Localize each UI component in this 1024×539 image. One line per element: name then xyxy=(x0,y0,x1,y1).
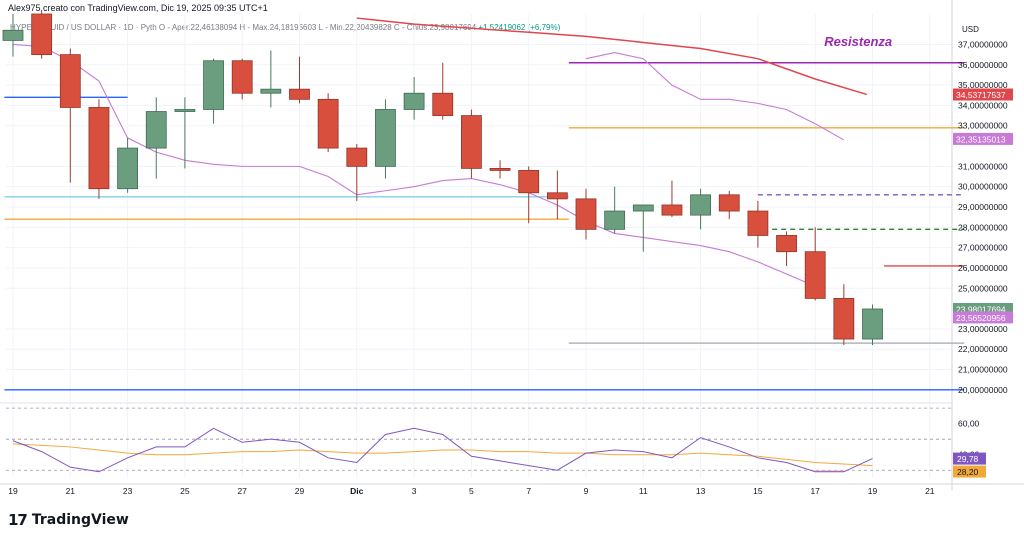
price-tag xyxy=(953,311,1013,324)
price-tag xyxy=(953,88,1013,101)
candle-bearish xyxy=(59,54,81,108)
price-tick-label: 20,00000000 xyxy=(958,385,1008,395)
price-tag-label: 23,56520956 xyxy=(956,313,1006,323)
candle-bullish xyxy=(260,88,282,94)
candle-bullish xyxy=(145,111,167,149)
candle-bearish xyxy=(546,192,568,200)
candle-bearish xyxy=(432,92,454,116)
rsi-line xyxy=(12,427,873,473)
candle-bearish xyxy=(289,88,310,100)
time-tick-label: 25 xyxy=(180,486,190,496)
price-tick-label: 25,00000000 xyxy=(958,283,1008,293)
price-tag xyxy=(953,132,1013,145)
price-tick-label: 22,00000000 xyxy=(958,344,1008,354)
price-tick-label: 21,00000000 xyxy=(958,365,1008,375)
candle-bearish xyxy=(31,13,53,56)
rsi-value-tag xyxy=(953,452,986,465)
time-tick-label: 7 xyxy=(526,486,531,496)
price-tick-label: 27,00000000 xyxy=(958,243,1008,253)
rsi-ma-line xyxy=(12,443,873,467)
time-tick-label: 5 xyxy=(469,486,474,496)
time-tick-label: 19 xyxy=(868,486,878,496)
candle-bearish xyxy=(460,115,482,169)
price-tag-label: 32,35135013 xyxy=(956,134,1006,144)
time-tick-label: 17 xyxy=(810,486,820,496)
price-tick-label: 23,00000000 xyxy=(958,324,1008,334)
candle-bearish xyxy=(575,198,597,230)
currency-label: USD xyxy=(962,25,979,34)
price-tag-label: 34,53717537 xyxy=(956,90,1006,100)
candle-bullish xyxy=(632,204,654,212)
chart-caption: Alex975 creato con TradingView.com, Dic … xyxy=(8,3,268,13)
price-tick-label: 28,00000000 xyxy=(958,222,1008,232)
time-tick-label: 19 xyxy=(8,486,18,496)
candle-bullish xyxy=(203,60,224,110)
candle-bearish xyxy=(518,170,540,194)
price-tick-label: 26,00000000 xyxy=(958,263,1008,273)
price-tick-label: 36,00000000 xyxy=(958,60,1008,70)
rsi-ma-label: 28,20 xyxy=(957,467,979,477)
time-tick-label: 13 xyxy=(696,486,706,496)
time-tick-label: 21 xyxy=(66,486,76,496)
candle-bearish xyxy=(833,298,855,340)
candle-bullish xyxy=(862,308,883,340)
candle-bearish xyxy=(88,107,110,190)
candle-bullish xyxy=(604,210,626,230)
time-tick-label: 3 xyxy=(412,486,417,496)
candle-bullish xyxy=(2,29,24,41)
time-tick-label: 23 xyxy=(123,486,133,496)
candle-bearish xyxy=(661,204,683,216)
tradingview-wordmark: TradingView xyxy=(31,512,129,528)
tradingview-logo: 17 TradingView xyxy=(8,511,129,529)
ma-red-line xyxy=(356,17,867,96)
candle-bearish xyxy=(346,147,368,167)
time-tick-label: 29 xyxy=(295,486,305,496)
time-tick-label: 15 xyxy=(753,486,763,496)
tradingview-logo-icon: 17 xyxy=(8,511,28,529)
candle-bullish xyxy=(375,109,396,167)
time-tick-label: 9 xyxy=(584,486,589,496)
ohlc-values: HYPERLIQUID / US DOLLAR · 1D · Pyth O - … xyxy=(10,23,477,32)
candle-bearish xyxy=(489,167,511,171)
candle-bullish xyxy=(174,109,196,112)
time-tick-label: 27 xyxy=(237,486,247,496)
ma-purple-upper-line xyxy=(585,52,845,141)
resistance-label: Resistenza xyxy=(824,34,892,49)
time-tick-label: 21 xyxy=(925,486,935,496)
candle-bullish xyxy=(117,147,138,190)
price-tick-label: 29,00000000 xyxy=(958,202,1008,212)
candle-bearish xyxy=(231,60,253,94)
price-tick-label: 31,00000000 xyxy=(958,161,1008,171)
candle-bearish xyxy=(317,98,339,149)
candle-bearish xyxy=(776,235,797,253)
price-change: +1,52419062 (+6,79%) xyxy=(478,23,561,32)
price-tick-label: 34,00000000 xyxy=(958,100,1008,110)
price-tag-label: 23,98017694 xyxy=(956,304,1006,314)
price-tick-label: 33,00000000 xyxy=(958,121,1008,131)
symbol-info-line: HYPERLIQUID / US DOLLAR · 1D · Pyth O - … xyxy=(10,23,560,32)
candle-bullish xyxy=(690,194,711,216)
time-tick-label: 11 xyxy=(639,486,648,496)
rsi-ma-tag xyxy=(953,465,986,478)
candle-bearish xyxy=(747,210,769,236)
price-tick-label: 37,00000000 xyxy=(958,39,1008,49)
candle-bearish xyxy=(804,251,826,299)
candle-bullish xyxy=(403,92,425,110)
candle-bearish xyxy=(718,194,740,212)
price-tick-label: 30,00000000 xyxy=(958,182,1008,192)
time-tick-label: Dic xyxy=(350,486,364,496)
price-tick-label: 35,00000000 xyxy=(958,80,1008,90)
rsi-tick-label: 60,00 xyxy=(958,419,980,429)
rsi-value-label: 29,78 xyxy=(957,454,979,464)
